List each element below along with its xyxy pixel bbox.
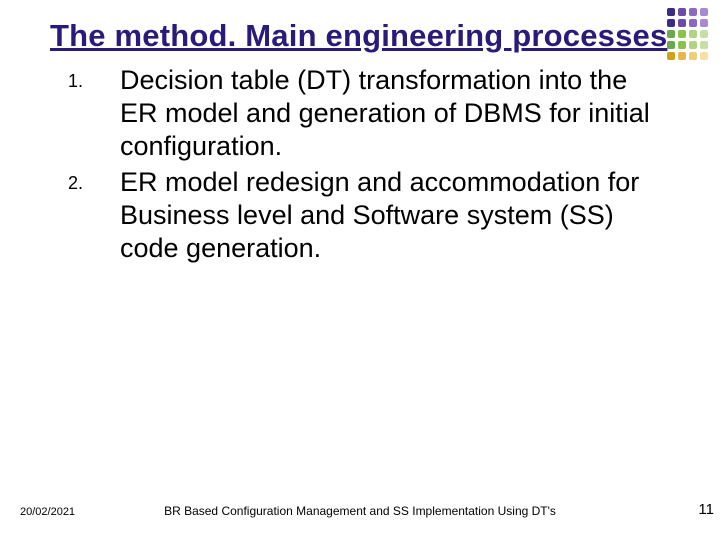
slide: The method. Main engineering processes 1… <box>0 0 720 540</box>
deco-dot <box>678 52 686 60</box>
list-text: Decision table (DT) transformation into … <box>120 64 670 163</box>
deco-dot <box>678 8 686 16</box>
deco-dot <box>667 8 675 16</box>
deco-dot <box>667 41 675 49</box>
list-number: 1. <box>68 64 120 163</box>
deco-dot <box>700 41 708 49</box>
deco-dot <box>700 8 708 16</box>
slide-title: The method. Main engineering processes <box>50 18 670 54</box>
list-text: ER model redesign and accommodation for … <box>120 166 670 265</box>
deco-dot <box>678 41 686 49</box>
deco-dot <box>667 30 675 38</box>
deco-dot <box>667 52 675 60</box>
numbered-list: 1. Decision table (DT) transformation in… <box>50 64 670 266</box>
deco-dot <box>689 30 697 38</box>
deco-dot <box>700 30 708 38</box>
deco-dot <box>678 19 686 27</box>
footer-page-number: 11 <box>698 501 714 518</box>
deco-dot <box>667 19 675 27</box>
deco-dot <box>700 52 708 60</box>
list-number: 2. <box>68 166 120 265</box>
deco-dot <box>700 19 708 27</box>
deco-dot <box>689 41 697 49</box>
list-item: 2. ER model redesign and accommodation f… <box>68 166 670 265</box>
corner-decoration <box>667 8 708 60</box>
footer-title: BR Based Configuration Management and SS… <box>0 504 720 518</box>
deco-dot <box>689 52 697 60</box>
deco-dot <box>678 30 686 38</box>
deco-dot <box>689 19 697 27</box>
deco-dot <box>689 8 697 16</box>
list-item: 1. Decision table (DT) transformation in… <box>68 64 670 163</box>
